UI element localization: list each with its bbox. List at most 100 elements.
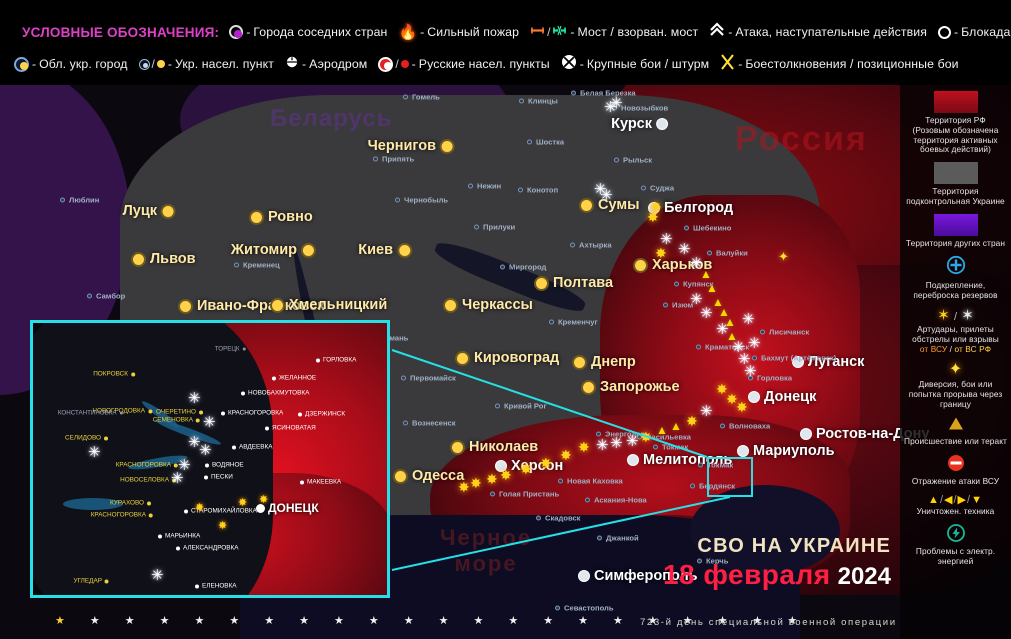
map-city[interactable]: Ивано-Франковск <box>178 298 325 314</box>
map-city[interactable]: Изюм <box>663 301 693 310</box>
map-city[interactable]: Токмак <box>653 443 688 452</box>
inset-city[interactable]: СЕМЕНОВКА <box>153 417 200 424</box>
inset-city[interactable]: ВОДЯНОЕ <box>205 462 244 469</box>
inset-city-dot <box>119 411 123 415</box>
map-city[interactable]: Луцк <box>123 203 176 219</box>
inset-city[interactable]: НОВОБАХМУТОВКА <box>241 390 309 397</box>
city-label: Вознесенск <box>412 418 456 428</box>
map-city[interactable]: Клинцы <box>519 97 558 106</box>
inset-city[interactable]: ДЗЕРЖИНСК <box>298 411 345 418</box>
inset-city[interactable]: НОВОГРОДОВКА <box>92 408 152 415</box>
map-city[interactable]: Кременчуг <box>549 318 598 327</box>
map-city[interactable]: Васильевка <box>637 433 691 442</box>
inset-city[interactable]: АЛЕКСАНДРОВКА <box>176 545 239 552</box>
map-city[interactable]: Харьков <box>633 257 712 273</box>
map-city[interactable]: Горловка <box>748 374 792 383</box>
map-city[interactable]: Запорожье <box>581 379 680 395</box>
city-label: Первомайск <box>410 373 456 383</box>
map-city[interactable]: Кривой Рог <box>495 402 547 411</box>
map-city[interactable]: Первомайск <box>401 374 456 383</box>
inset-city[interactable]: ДОНЕЦК <box>256 501 319 515</box>
inset-city[interactable]: ЖЕЛАННОЕ <box>272 375 316 382</box>
inset-city[interactable]: ГОРЛОВКА <box>316 357 356 364</box>
city-marker-dot <box>401 375 406 381</box>
inset-city[interactable]: КУРАХОВО <box>110 500 151 507</box>
inset-city[interactable]: МАРЬИНКА <box>158 533 200 540</box>
city-marker-dot <box>570 242 575 248</box>
map-city[interactable]: Белгород <box>648 200 733 216</box>
map-city[interactable]: Гомель <box>403 93 440 102</box>
map-city[interactable]: Николаев <box>450 439 538 455</box>
inset-city[interactable]: СЕЛИДОВО <box>65 435 108 442</box>
map-city[interactable]: Прилуки <box>474 223 515 232</box>
map-city[interactable]: Скадовск <box>536 514 580 523</box>
inset-city[interactable]: НОВОСЕЛОВКА <box>120 477 176 484</box>
map-city[interactable]: Валуйки <box>707 249 748 258</box>
map-city[interactable]: Купянск <box>674 280 714 289</box>
map-city[interactable]: Черкассы <box>443 297 533 313</box>
map-city[interactable]: Белая Березка <box>571 89 636 98</box>
inset-city[interactable]: ПЕСКИ <box>204 474 233 481</box>
map-city[interactable]: Волноваха <box>720 422 770 431</box>
map-city[interactable]: Бахмут (Артёмовск) <box>752 354 836 363</box>
map-city[interactable]: Шостка <box>527 138 564 147</box>
map-city[interactable]: Люблин <box>60 196 99 205</box>
inset-city[interactable]: ТОРЕЦК <box>215 346 246 353</box>
map-city[interactable]: Голая Пристань <box>490 490 559 499</box>
map-city[interactable]: Львов <box>131 251 196 267</box>
map-city[interactable]: Самбор <box>87 292 125 301</box>
inset-city[interactable]: УГЛЕДАР <box>74 578 109 585</box>
inset-city[interactable]: КРАСНОГОРОВКА <box>221 410 283 417</box>
map-city[interactable]: Донецк <box>748 389 816 405</box>
inset-city[interactable]: МАКЕЕВКА <box>300 479 341 486</box>
map-city[interactable]: Бердянск <box>690 482 735 491</box>
inset-city[interactable]: КОНСТАНТИНОВКА <box>58 410 123 417</box>
map-city[interactable]: Курск <box>611 116 668 132</box>
map-city[interactable]: Мариуполь <box>737 443 835 459</box>
map-city[interactable]: Киев <box>358 242 412 258</box>
map-city[interactable]: Джанкой <box>597 534 639 543</box>
map-city[interactable]: Ровно <box>249 209 313 225</box>
map-city[interactable]: Житомир <box>231 242 316 258</box>
map-city[interactable]: Лисичанск <box>760 328 809 337</box>
map-city[interactable]: Новозыбков <box>612 104 668 113</box>
map-city[interactable]: Хмельницкий <box>270 297 387 313</box>
inset-city[interactable]: ПОКРОВСК <box>93 371 135 378</box>
map-city[interactable]: Рыльск <box>614 156 652 165</box>
map-city[interactable]: Новая Каховка <box>558 477 623 486</box>
map-city[interactable]: Токмак <box>698 461 733 470</box>
inset-city[interactable]: АВДЕЕВКА <box>232 444 273 451</box>
inset-city[interactable]: КРАСНОГОРОВКА <box>91 512 153 519</box>
map-city[interactable]: Луганск <box>792 354 864 370</box>
map-city[interactable]: Краматорск <box>696 343 749 352</box>
legend-item-clash: - Боестолкновения / позиционные бои <box>720 53 959 75</box>
inset-city[interactable]: КРАСНОГОРОВКА <box>116 462 178 469</box>
city-marker-dot <box>495 460 507 472</box>
map-city[interactable]: Шебекино <box>684 224 731 233</box>
map-city[interactable]: Кременец <box>234 261 280 270</box>
map-city[interactable]: Севастополь <box>555 604 614 613</box>
map-city[interactable]: Нежин <box>468 182 501 191</box>
donetsk-inset-map[interactable]: ДОНЕЦК ГОРЛОВКА АВДЕЕВКА КРАСНОГОРОВКА ЯСИНО… <box>30 320 390 598</box>
map-city[interactable]: Чернобыль <box>395 196 448 205</box>
map-city[interactable]: Суджа <box>641 184 674 193</box>
city-label: Токмак <box>662 442 689 452</box>
inset-city[interactable]: ЯСИНОВАТАЯ <box>265 425 316 432</box>
city-marker-dot <box>131 251 146 267</box>
map-city[interactable]: Полтава <box>534 275 613 291</box>
map-city[interactable]: Ахтырка <box>570 241 612 250</box>
map-city[interactable]: Днепр <box>572 354 636 370</box>
inset-city[interactable]: СТАРОМИХАЙЛОВКА <box>184 508 257 515</box>
map-city[interactable]: Конотоп <box>518 186 558 195</box>
map-city[interactable]: Сумы <box>579 197 639 213</box>
inset-city[interactable]: ЕЛЕНОВКА <box>195 583 237 590</box>
inset-city[interactable]: ОЧЕРЕТИНО <box>156 409 203 416</box>
map-city[interactable]: Аскания-Нова <box>585 496 647 505</box>
map-city[interactable]: Херсон <box>495 458 563 474</box>
map-city[interactable]: Кировоград <box>455 350 559 366</box>
map-city[interactable]: Чернигов <box>368 138 455 154</box>
map-city[interactable]: Припять <box>373 155 414 164</box>
map-city[interactable]: Миргород <box>500 263 546 272</box>
map-city[interactable]: Вознесенск <box>403 419 456 428</box>
map-city[interactable]: Одесса <box>393 468 464 484</box>
